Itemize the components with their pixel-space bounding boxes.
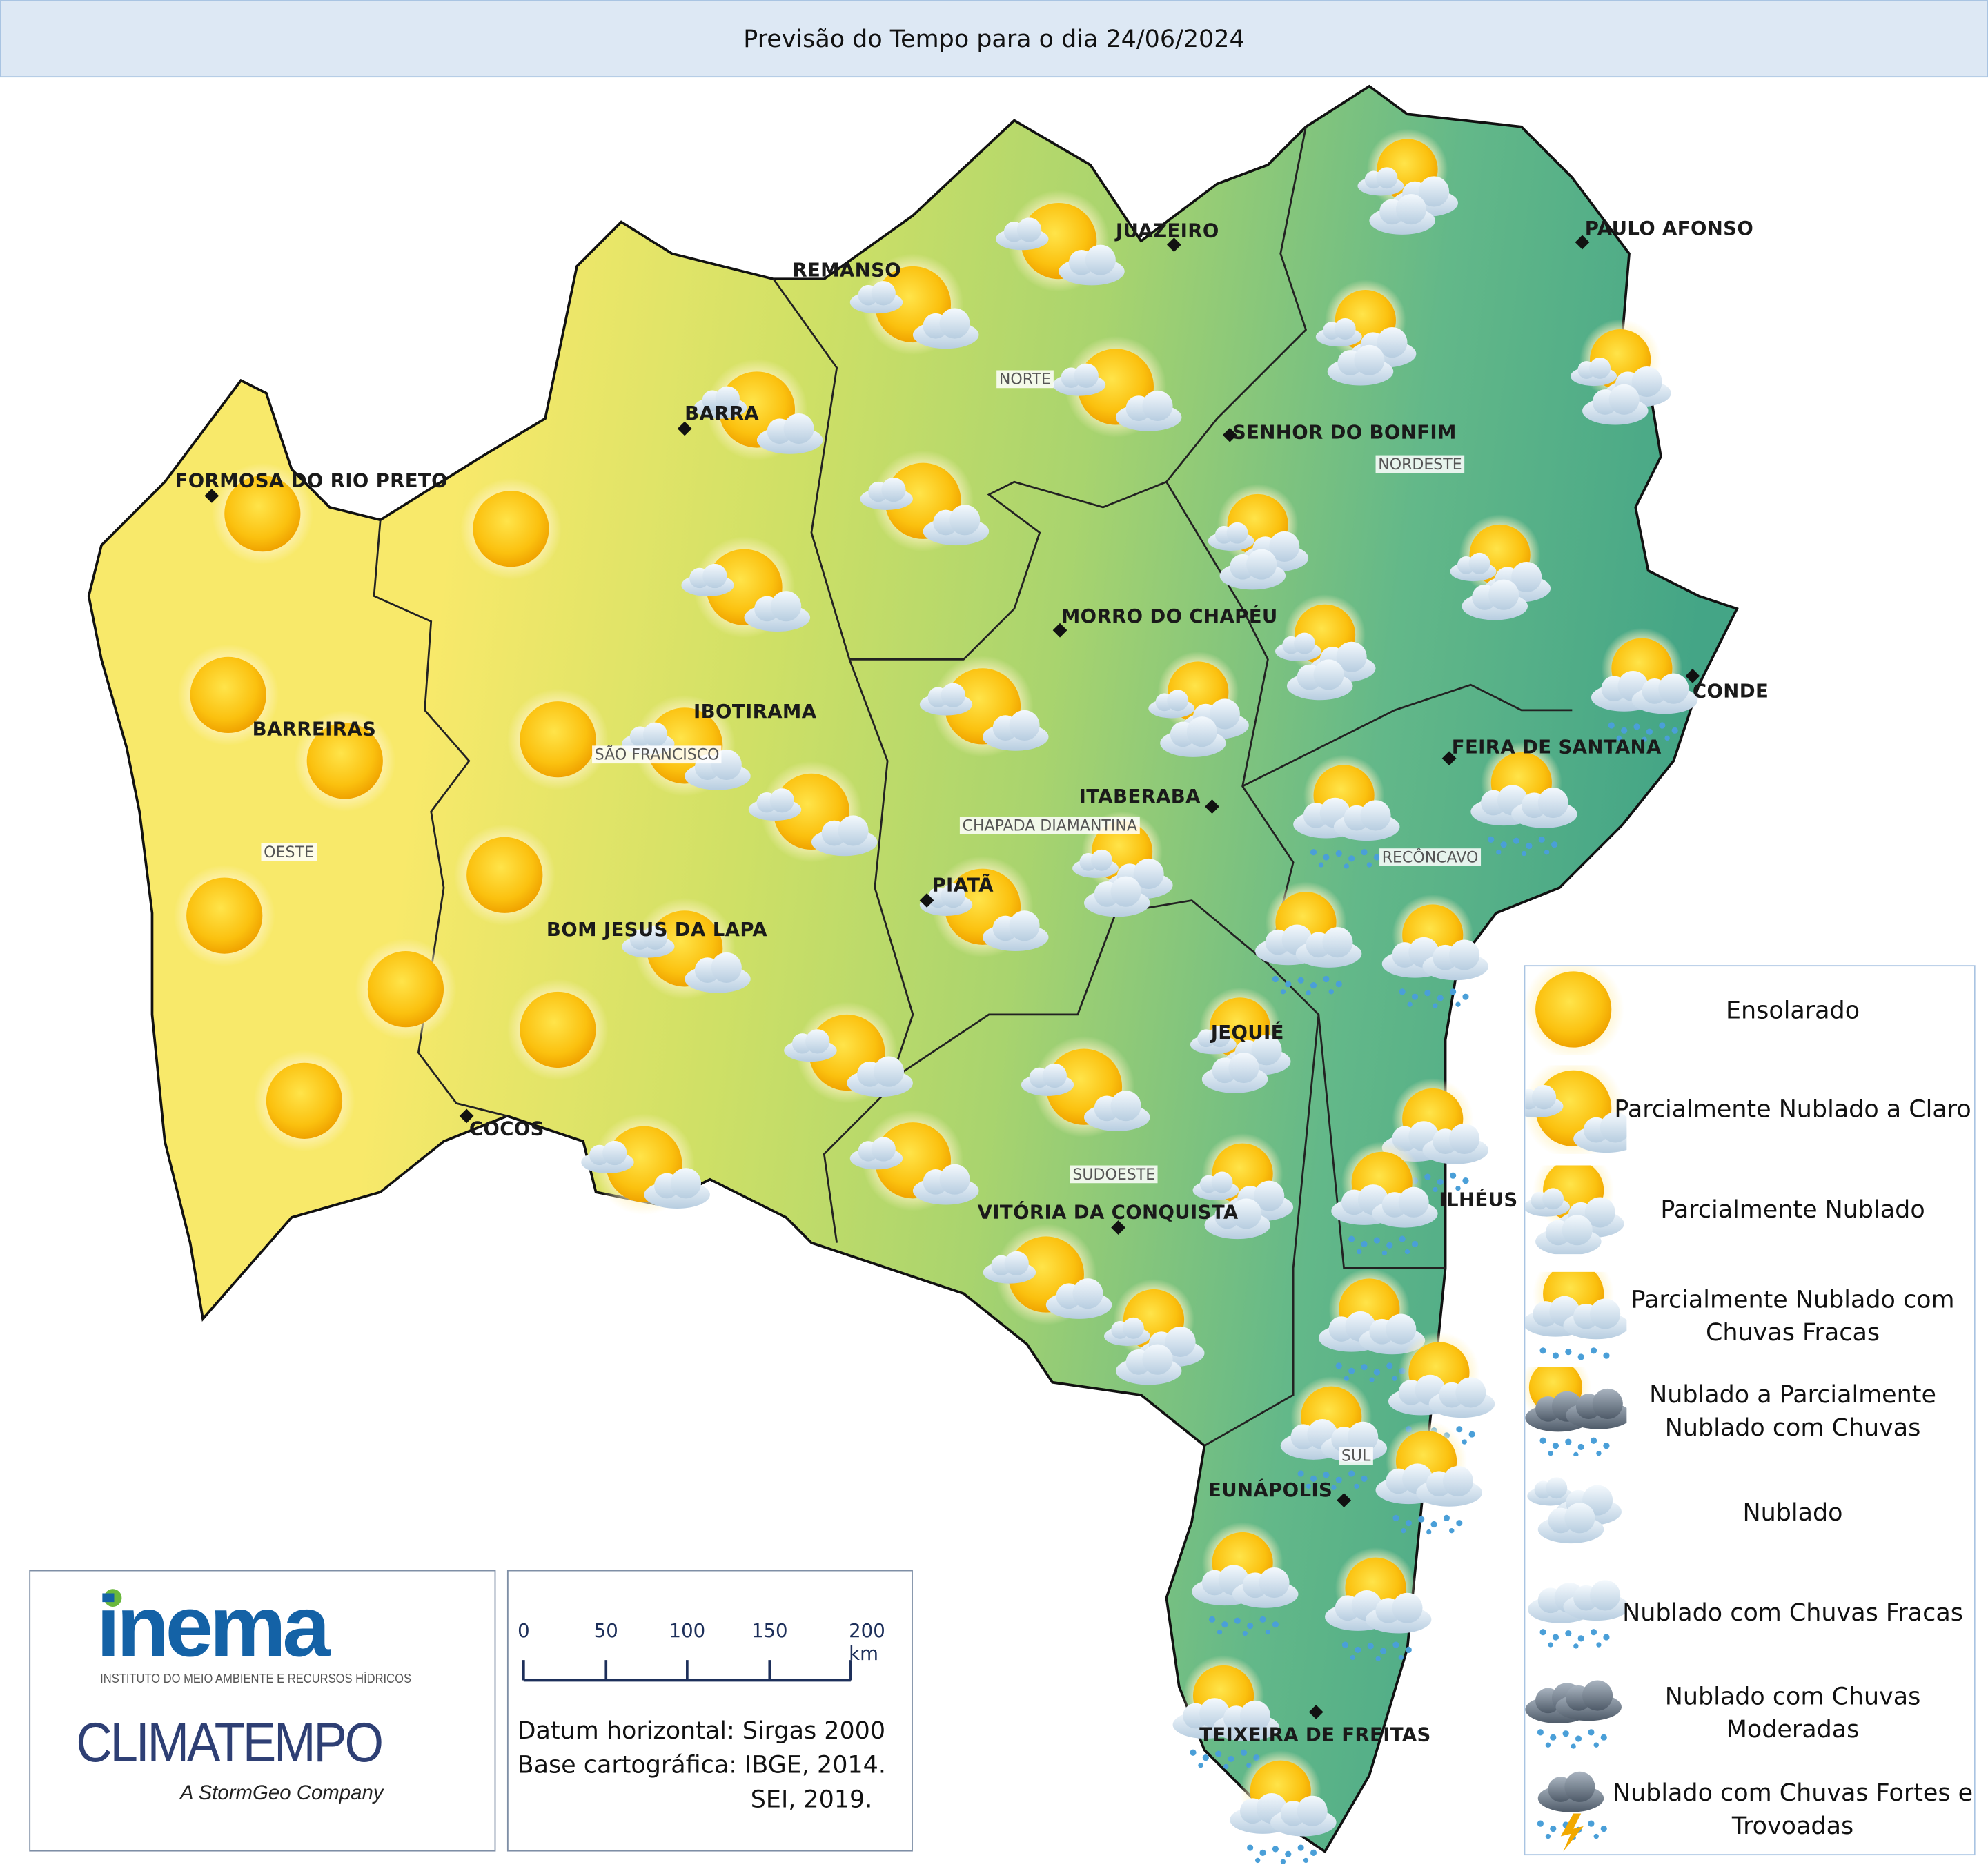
- city-label-barreiras: BARREIRAS: [252, 717, 377, 741]
- legend: Ensolarado Parcialmente Nublado a Claro …: [1524, 965, 1976, 1856]
- region-label-oeste: OESTE: [261, 843, 317, 861]
- sun-clouds-icon: [1525, 1166, 1624, 1255]
- region-label-norte: NORTE: [996, 370, 1054, 389]
- city-label-morro-do-chapeu: MORRO DO CHAPÉU: [1061, 605, 1278, 628]
- legend-label: Nublado com Chuvas Fortes e Trovoadas: [1612, 1779, 1974, 1841]
- legend-item: Nublado com Chuvas Fracas: [1525, 1569, 1974, 1658]
- legend-label: Parcialmente Nublado com Chuvas Fracas: [1631, 1286, 1955, 1347]
- city-label-feira-de-santana: FEIRA DE SANTANA: [1451, 735, 1662, 759]
- inema-logo-dot: [104, 1589, 122, 1607]
- legend-item: Parcialmente Nublado a Claro: [1525, 1065, 1974, 1154]
- sun-icon: [507, 979, 609, 1080]
- page-title: Previsão do Tempo para o dia 24/06/2024: [743, 24, 1245, 53]
- legend-label: Nublado a Parcialmente Nublado com Chuva…: [1649, 1380, 1936, 1443]
- sun-icon: [355, 939, 456, 1040]
- legend-label: Nublado com Chuvas Moderadas: [1664, 1683, 1921, 1744]
- scale-tick: 150: [751, 1619, 788, 1643]
- city-label-formosa-do-rio-preto: FORMOSA DO RIO PRETO: [175, 469, 448, 492]
- scale-tick: 0: [518, 1619, 530, 1643]
- region-borders: [373, 126, 1573, 1447]
- legend-item: Nublado com Chuvas Moderadas: [1525, 1669, 1974, 1758]
- city-label-itaberaba: ITABERABA: [1079, 785, 1201, 808]
- title-bar: Previsão do Tempo para o dia 24/06/2024: [0, 0, 1988, 78]
- region-label-sao-francisco: SÃO FRANCISCO: [592, 745, 722, 764]
- legend-item: Nublado: [1525, 1469, 1974, 1558]
- city-label-barra: BARRA: [685, 402, 760, 425]
- legend-item: Nublado com Chuvas Fortes e Trovoadas: [1525, 1766, 1974, 1855]
- city-label-bom-jesus-da-lapa: BOM JESUS DA LAPA: [546, 918, 768, 941]
- legend-label: Nublado com Chuvas Fracas: [1622, 1599, 1963, 1627]
- base-line: Base cartográfica: IBGE, 2014.: [517, 1751, 886, 1779]
- inema-subtitle: INSTITUTO DO MEIO AMBIENTE E RECURSOS HÍ…: [100, 1672, 411, 1687]
- scale-bar: [522, 1660, 852, 1682]
- datum-info: Datum horizontal: Sirgas 2000 Base carto…: [518, 1714, 886, 1817]
- sun-icon: [253, 1050, 355, 1151]
- scale-tick: 100: [669, 1619, 706, 1643]
- city-label-remanso: REMANSO: [792, 258, 902, 282]
- scale-tick: 200 km: [849, 1619, 885, 1665]
- climatempo-subtitle: A StormGeo Company: [179, 1783, 384, 1805]
- logos-panel: inema INSTITUTO DO MEIO AMBIENTE E RECUR…: [29, 1570, 496, 1852]
- region-label-nordeste: NORDESTE: [1375, 455, 1465, 473]
- city-label-juazeiro: JUAZEIRO: [1115, 219, 1219, 242]
- storm-icon: [1537, 1772, 1607, 1852]
- region-label-sul: SUL: [1339, 1447, 1374, 1465]
- datum-line: Datum horizontal: Sirgas 2000: [517, 1717, 886, 1746]
- legend-label: Parcialmente Nublado a Claro: [1614, 1095, 1971, 1124]
- legend-label: Parcialmente Nublado: [1660, 1195, 1925, 1224]
- region-label-sudoeste: SUDOESTE: [1070, 1165, 1158, 1184]
- legend-item: Parcialmente Nublado: [1525, 1166, 1974, 1255]
- city-label-teixeira-de-freitas: TEIXEIRA DE FREITAS: [1199, 1723, 1431, 1747]
- region-label-chapada-diamantina: CHAPADA DIAMANTINA: [959, 817, 1140, 834]
- city-label-ibotirama: IBOTIRAMA: [693, 700, 817, 723]
- inema-logo: inema: [96, 1578, 331, 1676]
- city-label-eunapolis: EUNÁPOLIS: [1208, 1478, 1333, 1502]
- sun-icon: [460, 478, 562, 580]
- scale-tick: 50: [593, 1619, 618, 1643]
- city-label-conde: CONDE: [1692, 679, 1769, 703]
- city-label-ilheus: ILHÉUS: [1439, 1188, 1518, 1211]
- sun-icon: [507, 689, 609, 790]
- legend-item: Ensolarado: [1525, 966, 1974, 1055]
- city-label-cocos: COCOS: [469, 1117, 544, 1140]
- scale-panel: 0 50 100 150 200 km Datum horizontal: Si…: [506, 1570, 913, 1852]
- city-label-paulo-afonso: PAULO AFONSO: [1584, 217, 1754, 240]
- dark-clouds-rain-icon: [1525, 1681, 1622, 1749]
- legend-item: Nublado a Parcialmente Nublado com Chuva…: [1525, 1367, 1974, 1456]
- climatempo-logo: CLIMATEMPO: [76, 1712, 384, 1775]
- city-label-piata: PIATÃ: [932, 873, 994, 897]
- city-label-vitoria-da-conquista: VITÓRIA DA CONQUISTA: [977, 1200, 1239, 1224]
- sei-line: SEI, 2019.: [750, 1786, 873, 1814]
- legend-item: Parcialmente Nublado com Chuvas Fracas: [1525, 1272, 1974, 1361]
- clouds-icon: [1527, 1477, 1622, 1543]
- sun-icon: [1525, 966, 1624, 1055]
- region-label-reconcavo: RECÔNCAVO: [1379, 848, 1482, 866]
- legend-label: Ensolarado: [1725, 997, 1860, 1025]
- sun-icon: [454, 824, 555, 926]
- sun-icon: [174, 865, 275, 966]
- legend-label: Nublado: [1742, 1498, 1843, 1527]
- city-label-jequie: JEQUIÉ: [1210, 1021, 1284, 1044]
- city-label-senhor-do-bonfim: SENHOR DO BONFIM: [1232, 421, 1457, 444]
